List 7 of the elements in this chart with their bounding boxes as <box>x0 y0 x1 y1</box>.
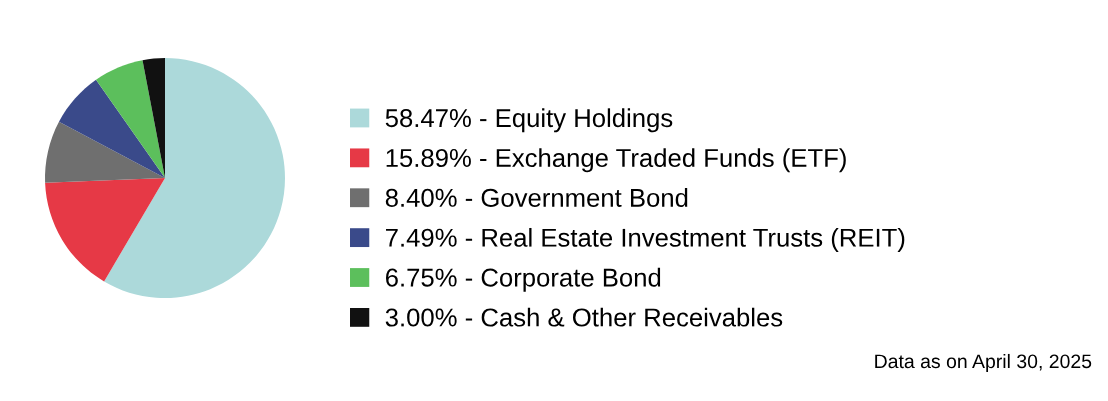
legend-label: 15.89% - Exchange Traded Funds (ETF) <box>386 148 846 173</box>
legend-label: 58.47% - Equity Holdings <box>385 108 673 133</box>
legend-label: 3.00% - Cash & Other Receivables <box>385 307 783 327</box>
legend-label: 8.40% - Government Bond <box>385 188 688 207</box>
legend-label: 6.75% - Corporate Bond <box>385 267 661 292</box>
text: Data as on April 30, 2025 <box>875 353 1092 373</box>
legend-label: 7.49% - Real Estate Investment Trusts (REIT) <box>386 227 905 252</box>
